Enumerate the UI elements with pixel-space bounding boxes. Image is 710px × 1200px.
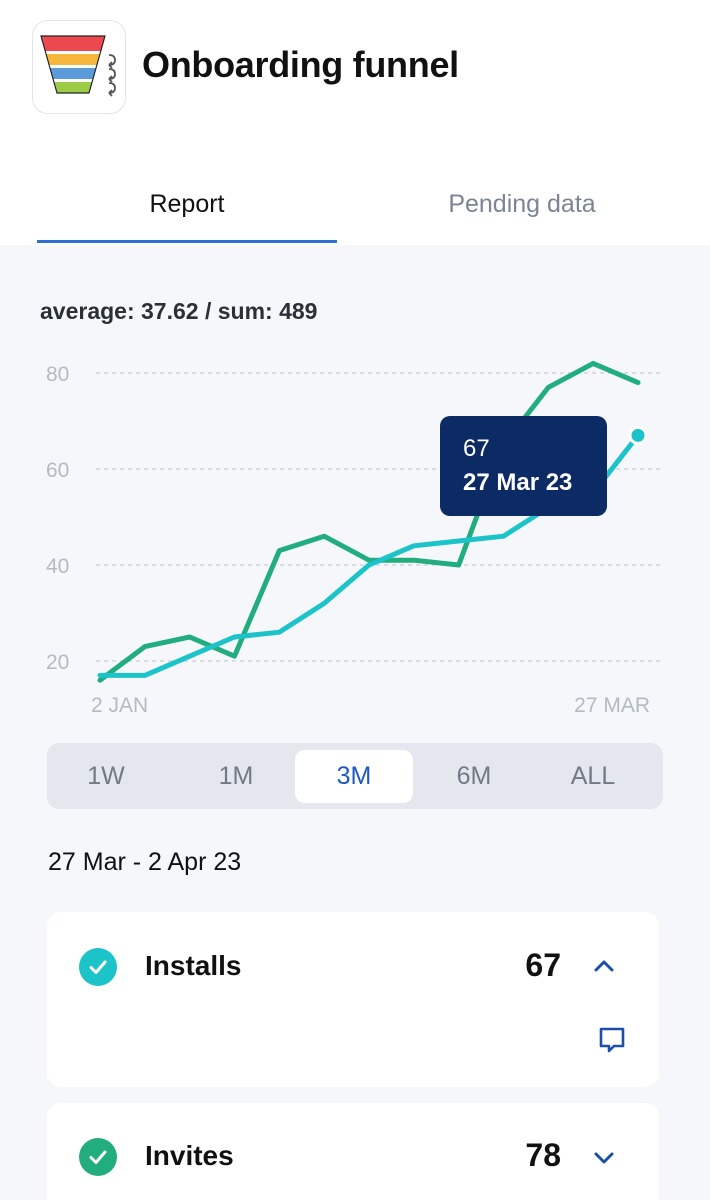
y-tick-label: 80 bbox=[46, 363, 69, 386]
date-range-label: 27 Mar - 2 Apr 23 bbox=[48, 848, 242, 876]
metric-label: Invites bbox=[145, 1140, 234, 1171]
check-icon bbox=[79, 948, 117, 986]
metric-value: 67 bbox=[525, 947, 561, 983]
range-1m-button[interactable]: 1M bbox=[218, 762, 254, 790]
range-3m-button[interactable]: 3M bbox=[295, 750, 413, 803]
summary-stats: average: 37.62 / sum: 489 bbox=[40, 298, 318, 324]
tab-report[interactable]: Report bbox=[149, 190, 225, 218]
page-title: Onboarding funnel bbox=[142, 44, 459, 85]
x-tick-label: 27 MAR bbox=[574, 694, 650, 717]
metric-value: 78 bbox=[525, 1137, 561, 1173]
y-tick-label: 40 bbox=[46, 555, 69, 578]
chevron-up-icon[interactable] bbox=[593, 958, 615, 979]
tooltip-value: 67 bbox=[463, 435, 490, 462]
metric-label: Installs bbox=[145, 950, 242, 981]
active-tab-indicator bbox=[37, 240, 337, 243]
check-icon bbox=[79, 1138, 117, 1176]
chevron-down-icon[interactable] bbox=[593, 1150, 615, 1171]
range-1w-button[interactable]: 1W bbox=[87, 762, 125, 790]
metric-card-invites[interactable]: Invites 78 bbox=[47, 1103, 659, 1200]
highlighted-point[interactable] bbox=[628, 425, 648, 445]
y-tick-label: 20 bbox=[46, 651, 69, 674]
app-header: Onboarding funnel Report Pending data bbox=[0, 0, 710, 245]
tooltip-date: 27 Mar 23 bbox=[463, 469, 573, 496]
funnel-icon bbox=[32, 20, 126, 114]
metric-card-installs[interactable]: Installs 67 bbox=[47, 912, 659, 1087]
x-tick-label: 2 JAN bbox=[91, 694, 148, 717]
range-all-button[interactable]: ALL bbox=[570, 762, 616, 790]
chart-tooltip: 67 27 Mar 23 bbox=[440, 416, 607, 516]
time-range-selector: 1W 1M 3M 6M ALL bbox=[47, 743, 663, 809]
series-line-0 bbox=[97, 360, 641, 683]
tab-pending-data[interactable]: Pending data bbox=[448, 190, 596, 218]
comment-icon[interactable] bbox=[597, 1025, 627, 1060]
y-tick-label: 60 bbox=[46, 459, 69, 482]
range-6m-button[interactable]: 6M bbox=[456, 762, 492, 790]
line-chart[interactable]: 20 40 60 80 2 JAN 27 MAR bbox=[0, 345, 710, 730]
